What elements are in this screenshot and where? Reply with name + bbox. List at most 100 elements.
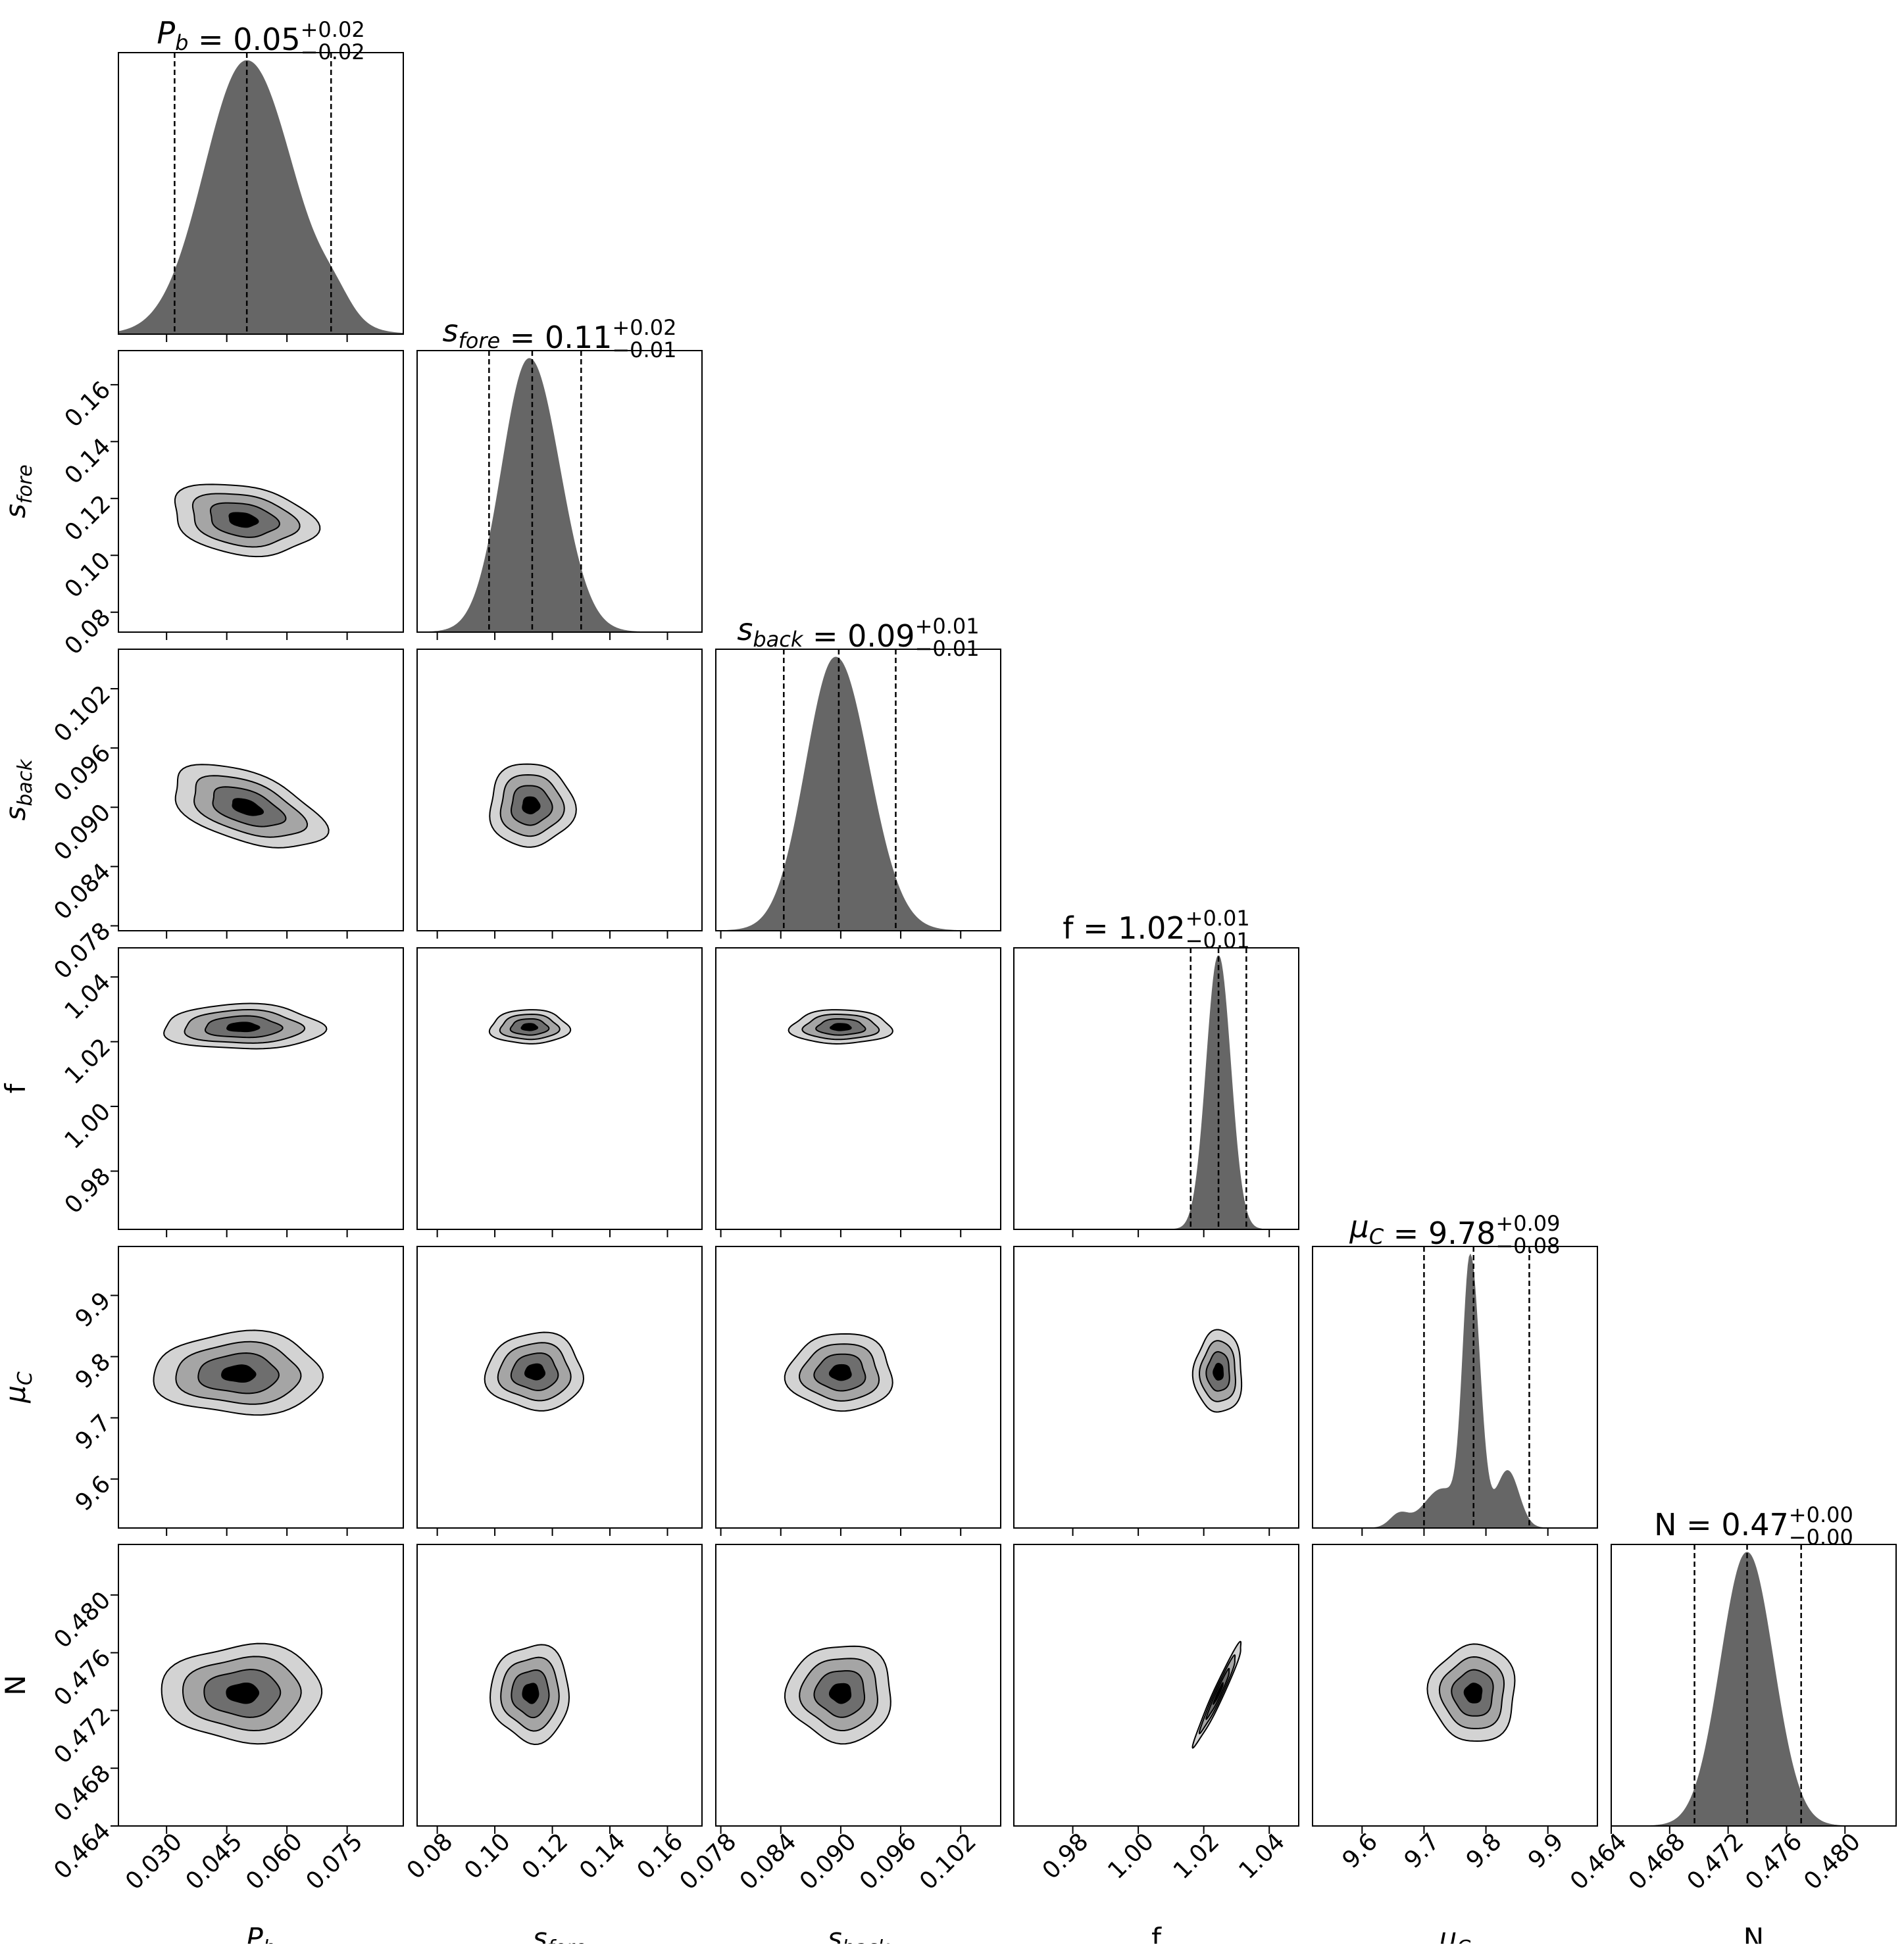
x-axis-label-sfore: sfore	[533, 1922, 587, 1944]
contour-level-4	[1463, 1683, 1483, 1704]
histogram-f	[1014, 955, 1299, 1230]
contour-level-4	[1213, 1682, 1224, 1706]
contour-level-4	[830, 1023, 852, 1031]
y-axis-label-N: N	[0, 1675, 32, 1695]
x-tick-label-Pb: 0.060	[241, 1828, 308, 1895]
hist-panel-f: f = 1.02+0.01 −0.01	[1013, 906, 1299, 1230]
panel-frame	[118, 649, 404, 931]
x-tick-label-sfore: 0.10	[459, 1828, 516, 1885]
hist-frame-muC	[1312, 1246, 1598, 1529]
contour-level-4	[228, 512, 259, 528]
y-tick-label-sfore: 0.14	[60, 433, 116, 490]
x-axis-label-N: N	[1743, 1922, 1764, 1944]
x-axis-label-Pb: Pb	[246, 1922, 275, 1944]
title-value: 1.02	[1118, 910, 1185, 946]
x-axis-label-Pb-symbol: P	[246, 1922, 263, 1944]
contour-panel-muC-N	[1312, 1544, 1598, 1827]
title-symbol: s	[737, 612, 753, 647]
y-tick-label-f: 1.02	[60, 1033, 116, 1090]
y-tick-label-muC: 9.7	[70, 1410, 116, 1455]
title-symbol: s	[443, 313, 459, 349]
contour-level-4	[1213, 1362, 1224, 1381]
title-value: 0.11	[545, 320, 612, 355]
hist-frame-sfore	[416, 350, 703, 633]
contour-panel-f-N	[1013, 1544, 1299, 1827]
contour-level-4	[828, 1364, 852, 1381]
contour-level-4	[226, 1682, 260, 1704]
panel-frame	[416, 1246, 703, 1529]
y-tick-label-N: 0.472	[49, 1702, 116, 1769]
x-tick-label-f: 0.98	[1038, 1828, 1094, 1885]
y-axis-label-sback-symbol: s	[0, 806, 32, 821]
contour-panel-f-muC	[1013, 1246, 1299, 1529]
y-axis-label-muC-subscript: C	[14, 1371, 37, 1385]
x-tick-label-f: 1.00	[1103, 1828, 1159, 1885]
x-tick-label-sback: 0.084	[735, 1828, 802, 1895]
contour-panel-Pb-N	[118, 1544, 404, 1827]
title-subscript: back	[753, 627, 804, 652]
hist-frame-f	[1013, 947, 1299, 1230]
x-axis-label-N-symbol: N	[1743, 1922, 1764, 1944]
x-tick-label-N: 0.480	[1799, 1828, 1866, 1895]
histogram-sfore	[416, 358, 702, 633]
x-tick-label-sback: 0.096	[855, 1828, 922, 1895]
title-f: f = 1.02+0.01 −0.01	[1063, 906, 1249, 953]
x-tick-label-Pb: 0.075	[301, 1828, 368, 1895]
y-tick-label-sback: 0.102	[49, 680, 116, 747]
histogram-Pb	[118, 60, 404, 335]
hist-panel-sback: sback = 0.09+0.01 −0.01	[715, 612, 1001, 931]
x-tick-label-sfore: 0.08	[402, 1828, 459, 1885]
title-equals: =	[500, 320, 545, 355]
y-tick-label-sback: 0.090	[49, 799, 116, 866]
title-equals: =	[1384, 1216, 1428, 1251]
title-plus: +0.09	[1495, 1211, 1560, 1236]
title-subscript: C	[1369, 1224, 1384, 1249]
contour-level-4	[522, 796, 541, 815]
x-tick-label-N: 0.468	[1624, 1828, 1691, 1895]
title-value: 0.09	[847, 618, 914, 654]
title-subscript: b	[175, 30, 188, 55]
x-axis-label-f-symbol: f	[1151, 1922, 1162, 1944]
x-tick-label-f: 1.02	[1168, 1828, 1225, 1885]
contour-panel-Pb-sfore	[118, 350, 404, 633]
x-tick-label-muC: 9.9	[1523, 1828, 1568, 1873]
contour-panel-sback-muC	[715, 1246, 1001, 1529]
x-tick-label-sback: 0.090	[795, 1828, 862, 1895]
title-plus: +0.01	[915, 614, 980, 639]
contour-level-4	[226, 1022, 261, 1033]
x-tick-label-N: 0.472	[1682, 1828, 1749, 1895]
title-sback: sback = 0.09+0.01 −0.01	[737, 612, 979, 661]
title-equals: =	[188, 22, 233, 57]
y-tick-label-N: 0.476	[49, 1644, 116, 1712]
y-tick-label-N: 0.468	[49, 1760, 116, 1827]
panel-frame	[416, 947, 703, 1230]
contour-panel-Pb-sback	[118, 649, 404, 931]
x-tick-label-muC: 9.8	[1461, 1828, 1507, 1873]
panel-frame	[1312, 1544, 1598, 1827]
x-tick-label-muC: 9.7	[1399, 1828, 1445, 1873]
panel-frame	[416, 1544, 703, 1827]
x-tick-label-sback: 0.078	[675, 1828, 742, 1895]
title-symbol: P	[157, 15, 175, 51]
y-tick-label-sfore: 0.16	[60, 376, 116, 433]
panel-frame	[1013, 1544, 1299, 1827]
x-axis-label-muC-subscript: C	[1457, 1936, 1470, 1944]
x-axis-label-sback-subscript: back	[842, 1936, 890, 1944]
title-plus: +0.02	[301, 17, 365, 42]
title-minus: −0.01	[1186, 928, 1250, 953]
contour-level-4	[232, 798, 264, 816]
x-tick-label-f: 1.04	[1234, 1828, 1290, 1885]
hist-panel-muC: μC = 9.78+0.09 −0.08	[1312, 1209, 1598, 1529]
histogram-N	[1611, 1552, 1896, 1827]
title-minus: −0.00	[1789, 1525, 1853, 1550]
y-tick-label-sfore: 0.10	[60, 547, 116, 604]
histogram-muC	[1313, 1253, 1597, 1529]
contour-level-4	[524, 1363, 546, 1381]
contour-level-4	[221, 1364, 257, 1383]
x-axis-label-Pb-subscript: b	[263, 1936, 276, 1944]
title-subscript: fore	[459, 328, 501, 353]
title-equals: =	[803, 618, 847, 654]
histogram-sback	[715, 656, 1001, 931]
title-minus: −0.02	[301, 39, 365, 64]
